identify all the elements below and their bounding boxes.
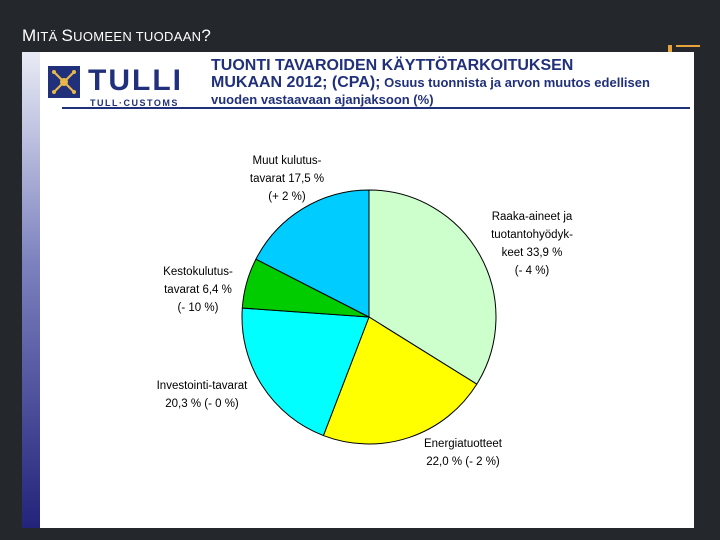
pie-slice	[368, 189, 497, 385]
pie-slice	[255, 189, 370, 318]
slide-title-part: ITÄ	[36, 29, 62, 44]
slice-label: Energiatuotteet 22,0 % (- 2 %)	[424, 438, 503, 468]
slide-title-part: ?	[201, 26, 212, 45]
logo-wordmark: TULLI	[88, 64, 183, 97]
header-rule	[62, 107, 690, 109]
slide-image-frame: TULLI TULL·CUSTOMS TUONTI TAVAROIDEN KÄY…	[22, 52, 694, 528]
slice-label: Raaka-aineet ja tuotantohyödyk-keet 33,9 …	[491, 211, 573, 277]
slide-title-part: S	[61, 26, 74, 45]
chart-title-line: vuoden vastaavaan ajanjaksoon (%)	[211, 92, 434, 107]
slice-label: Kestokulutus-tavarat 6,4 % (- 10 %)	[163, 266, 233, 314]
pie-slice	[322, 316, 478, 445]
slide-title-part: M	[22, 26, 37, 45]
customs-emblem-icon	[48, 66, 80, 98]
pie-slice	[241, 307, 370, 437]
chart-title: TUONTI TAVAROIDEN KÄYTTÖTARKOITUKSEN MUK…	[211, 57, 691, 108]
gradient-strip	[22, 52, 40, 528]
slice-label: Muut kulutus-tavarat 17,5 % (+ 2 %)	[250, 155, 324, 203]
slide-title-part: UOMEEN TUODAAN	[73, 29, 202, 44]
slide-title: MITÄ SUOMEEN TUODAAN?	[22, 26, 211, 46]
logo-subtitle: TULL·CUSTOMS	[90, 98, 179, 108]
accent-line	[676, 45, 700, 47]
accent-bar	[668, 45, 672, 55]
pie-chart: Raaka-aineet ja tuotantohyödyk-keet 33,9 …	[157, 155, 573, 468]
chart-title-line: TUONTI TAVAROIDEN KÄYTTÖTARKOITUKSEN	[211, 57, 574, 74]
tulli-logo: TULLI TULL·CUSTOMS	[48, 64, 208, 108]
chart-title-line: Osuus tuonnista ja arvon muutos edellise…	[380, 75, 650, 90]
slice-label: Investointi-tavarat 20,3 % (- 0 %)	[157, 380, 249, 410]
chart-title-line: MUKAAN 2012; (CPA);	[211, 74, 381, 91]
